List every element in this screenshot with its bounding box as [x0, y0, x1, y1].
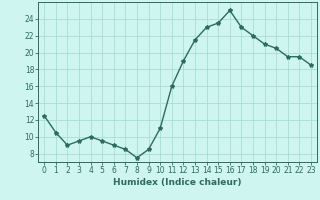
X-axis label: Humidex (Indice chaleur): Humidex (Indice chaleur) [113, 178, 242, 187]
